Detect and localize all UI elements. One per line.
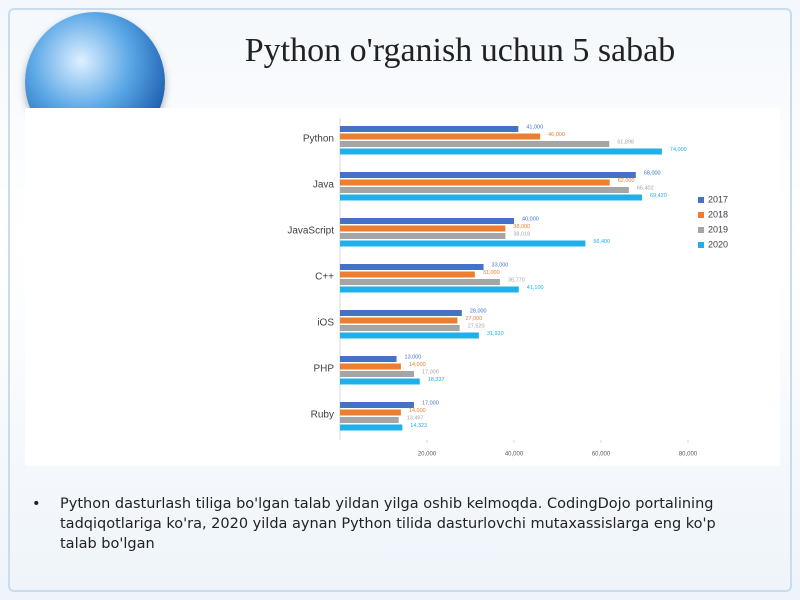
chart: 20,000 40,000 60,000 80,000 Python 41,000 46,0… xyxy=(25,108,780,466)
value-label: 18,337 xyxy=(428,377,445,383)
value-label: 46,000 xyxy=(548,132,565,138)
y-tick-label: PHP xyxy=(313,364,334,375)
bar xyxy=(340,325,460,331)
bar xyxy=(340,371,414,377)
value-label: 13,000 xyxy=(405,354,422,360)
value-label: 17,000 xyxy=(422,369,439,375)
legend-swatch xyxy=(698,197,704,203)
bar xyxy=(340,417,399,423)
bar xyxy=(340,187,629,193)
legend-label: 2018 xyxy=(708,209,728,219)
bar xyxy=(340,279,500,285)
value-label: 62,000 xyxy=(618,178,635,184)
value-label: 14,000 xyxy=(409,362,426,368)
bar xyxy=(340,402,414,408)
bar xyxy=(340,218,514,224)
bar xyxy=(340,126,519,132)
bar xyxy=(340,317,458,324)
value-label: 56,400 xyxy=(593,239,610,245)
value-label: 68,000 xyxy=(644,170,661,176)
bar xyxy=(340,286,519,293)
bar xyxy=(340,179,610,186)
value-label: 40,000 xyxy=(522,216,539,222)
legend-label: 2019 xyxy=(708,224,728,234)
value-label: 41,000 xyxy=(526,124,543,130)
value-label: 27,520 xyxy=(468,323,485,329)
value-label: 38,000 xyxy=(513,224,530,230)
legend-swatch xyxy=(698,227,704,233)
bar xyxy=(340,424,403,431)
bar xyxy=(340,194,642,201)
bar xyxy=(340,356,397,362)
value-label: 14,000 xyxy=(409,408,426,414)
value-label: 31,000 xyxy=(483,270,500,276)
value-label: 36,770 xyxy=(508,277,525,283)
value-label: 27,000 xyxy=(465,316,482,322)
value-label: 28,000 xyxy=(470,308,487,314)
value-label: 31,920 xyxy=(487,331,504,337)
slide-frame xyxy=(8,8,792,592)
value-label: 33,000 xyxy=(492,262,509,268)
slide-title: Python o'rganish uchun 5 sabab xyxy=(244,32,676,69)
bar xyxy=(340,240,586,247)
y-tick-label: Python xyxy=(303,134,334,145)
y-tick-label: iOS xyxy=(317,318,334,329)
value-label: 41,100 xyxy=(527,285,544,291)
value-label: 13,497 xyxy=(407,415,424,421)
value-label: 66,402 xyxy=(637,185,654,191)
y-tick-label: C++ xyxy=(315,272,334,283)
bar xyxy=(340,264,484,270)
legend-label: 2017 xyxy=(708,194,728,204)
x-tick-label: 60,000 xyxy=(592,452,611,458)
legend-swatch xyxy=(698,212,704,218)
bar xyxy=(340,310,462,316)
y-tick-label: Java xyxy=(313,180,335,191)
value-label: 38,018 xyxy=(513,231,530,237)
bar xyxy=(340,378,420,385)
value-label: 69,420 xyxy=(650,193,667,199)
bullet-text: Python dasturlash tiliga bo'lgan talab y… xyxy=(32,494,740,554)
y-tick-label: Ruby xyxy=(311,410,334,421)
legend-swatch xyxy=(698,242,704,248)
bar xyxy=(340,409,401,416)
bar xyxy=(340,233,506,239)
x-tick-label: 40,000 xyxy=(505,452,524,458)
legend-label: 2020 xyxy=(708,239,728,249)
y-tick-label: JavaScript xyxy=(287,226,334,237)
bar xyxy=(340,141,610,147)
value-label: 74,000 xyxy=(670,147,687,153)
bar xyxy=(340,148,662,155)
value-label: 17,000 xyxy=(422,400,439,406)
x-tick-label: 80,000 xyxy=(679,452,698,458)
value-label: 14,323 xyxy=(410,423,427,429)
value-label: 61,898 xyxy=(617,139,634,145)
bar xyxy=(340,225,506,232)
bar xyxy=(340,133,541,140)
bar xyxy=(340,172,636,178)
bar xyxy=(340,332,479,339)
bar xyxy=(340,271,475,278)
x-tick-label: 20,000 xyxy=(418,452,437,458)
bar xyxy=(340,363,401,370)
